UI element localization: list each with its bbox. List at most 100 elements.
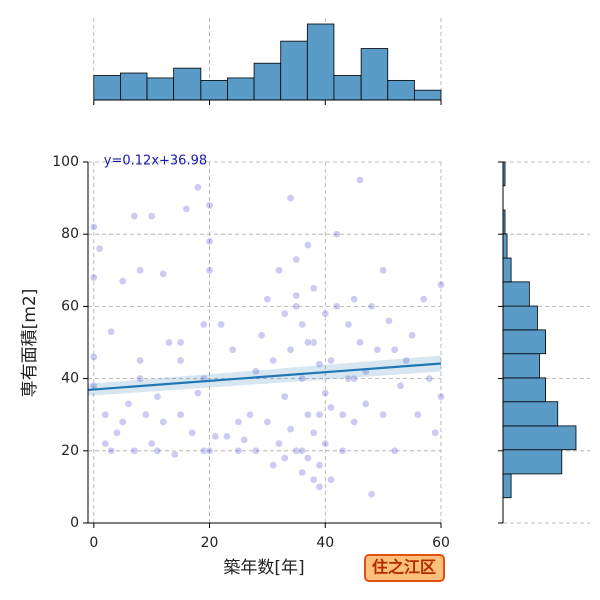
- scatter-point: [205, 446, 214, 455]
- scatter-point: [234, 446, 243, 455]
- histogram-bar: [227, 77, 255, 101]
- scatter-point: [390, 446, 399, 455]
- scatter-point: [356, 338, 364, 347]
- scatter-point: [367, 490, 376, 498]
- scatter-point: [223, 432, 231, 441]
- x-tick-label: 0: [89, 535, 98, 551]
- scatter-point: [390, 345, 399, 354]
- histogram-bar: [333, 75, 362, 101]
- scatter-point: [118, 418, 127, 426]
- scatter-point: [298, 320, 306, 329]
- histogram-bar: [387, 79, 415, 101]
- histogram-bar: [93, 75, 121, 101]
- histogram-bar: [253, 62, 282, 101]
- scatter-point: [205, 237, 214, 246]
- histogram-bar: [502, 473, 512, 499]
- scatter-point: [327, 356, 335, 365]
- scatter-point: [217, 320, 225, 329]
- scatter-point: [89, 223, 98, 231]
- scatter-point: [304, 410, 312, 419]
- scatter-point: [176, 410, 185, 419]
- scatter-point: [292, 255, 301, 264]
- scatter-point: [286, 345, 295, 354]
- scatter-point: [211, 432, 220, 441]
- scatter-point: [304, 338, 312, 347]
- scatter-point: [350, 295, 359, 304]
- histogram-bar: [502, 377, 546, 403]
- scatter-point: [332, 230, 341, 239]
- scatter-point: [408, 331, 416, 340]
- y-tick-label: 80: [61, 226, 79, 242]
- scatter-point: [95, 244, 104, 253]
- histogram-bar: [502, 281, 530, 307]
- scatter-point: [414, 410, 422, 419]
- scatter-point: [332, 302, 341, 311]
- scatter-point: [199, 446, 208, 455]
- scatter-point: [130, 212, 139, 220]
- scatter-point: [396, 381, 405, 390]
- y-tick-label: 40: [61, 371, 79, 387]
- histogram-bar: [306, 23, 335, 101]
- scatter-point: [361, 400, 370, 408]
- scatter-point: [136, 266, 144, 275]
- x-tick-label: 20: [201, 535, 219, 551]
- x-tick-label: 40: [316, 535, 334, 551]
- scatter-point: [251, 367, 260, 376]
- scatter-point: [327, 403, 335, 412]
- scatter-point: [298, 468, 306, 477]
- scatter-point: [338, 446, 347, 455]
- scatter-point: [431, 428, 440, 437]
- regression-line: [87, 362, 442, 392]
- scatter-point: [240, 436, 249, 444]
- scatter-point: [89, 353, 98, 361]
- scatter-point: [356, 176, 364, 184]
- scatter-point: [292, 291, 301, 300]
- scatter-point: [309, 428, 318, 437]
- histogram-bar: [502, 449, 563, 475]
- scatter-point: [292, 446, 301, 455]
- scatter-point: [147, 212, 156, 220]
- scatter-point: [286, 425, 295, 433]
- scatter-point: [269, 461, 278, 470]
- histogram-bar: [146, 77, 175, 101]
- scatter-point: [107, 446, 115, 455]
- scatter-point: [257, 331, 266, 340]
- scatter-point: [124, 400, 133, 408]
- scatter-point: [153, 446, 162, 455]
- scatter-point: [199, 320, 208, 329]
- y-tick-label: 20: [61, 443, 79, 459]
- scatter-point: [159, 270, 168, 278]
- histogram-bar: [502, 353, 540, 379]
- scatter-point: [419, 295, 428, 304]
- y-tick-label: 60: [61, 298, 79, 314]
- scatter-point: [113, 428, 121, 437]
- scatter-point: [275, 439, 283, 448]
- scatter-point: [136, 374, 144, 383]
- y-axis-label: 専有面積[m2]: [20, 289, 40, 398]
- scatter-point: [298, 446, 306, 455]
- scatter-point: [437, 392, 445, 401]
- scatter-point: [309, 475, 318, 484]
- scatter-point: [136, 356, 144, 365]
- scatter-point: [304, 241, 312, 249]
- scatter-point: [338, 410, 347, 419]
- scatter-point: [327, 475, 335, 484]
- histogram-bar: [120, 72, 148, 101]
- histogram-bar: [280, 40, 308, 101]
- badge-box: [364, 554, 445, 582]
- annotation: y=0.12x+36.98: [104, 154, 207, 169]
- scatter-point: [205, 201, 214, 210]
- scatter-point: [107, 327, 115, 336]
- scatter-point: [280, 309, 289, 318]
- histogram-bar: [502, 305, 538, 331]
- scatter-point: [147, 439, 156, 448]
- histogram-bar: [413, 89, 442, 101]
- scatter-point: [309, 338, 318, 347]
- y-tick-label: 100: [52, 154, 79, 170]
- x-axis-label: 築年数[年]: [223, 558, 304, 578]
- scatter-point: [379, 266, 387, 275]
- scatter-point: [101, 410, 110, 419]
- scatter-point: [304, 454, 312, 462]
- scatter-point: [344, 320, 353, 329]
